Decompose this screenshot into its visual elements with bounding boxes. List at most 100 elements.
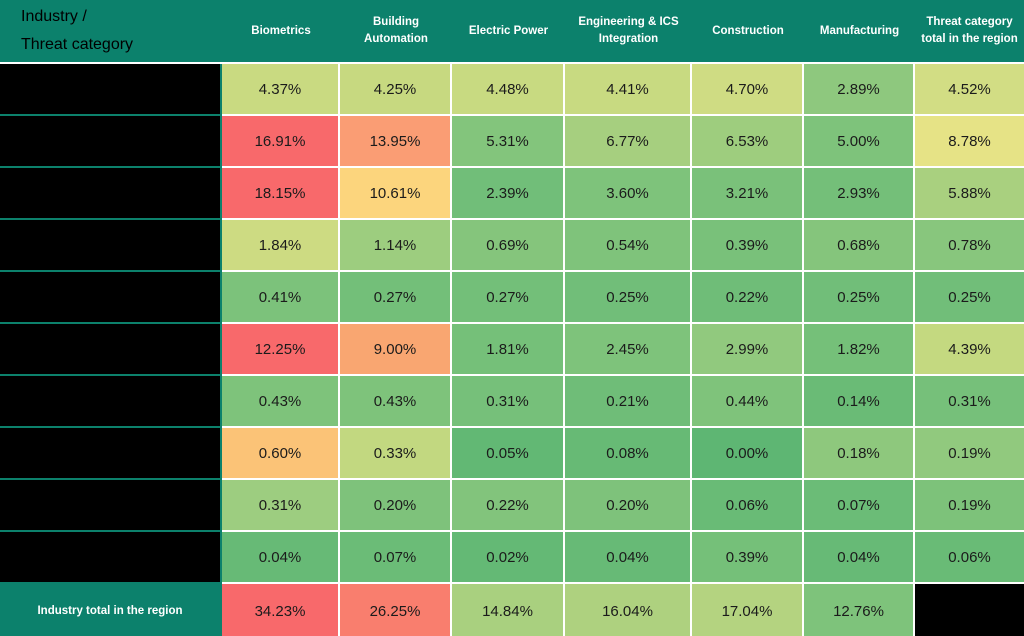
heatmap-cell: 5.00% <box>804 116 915 168</box>
column-header-label: Construction <box>712 24 784 37</box>
heatmap-cell-value: 4.25% <box>373 80 417 98</box>
heatmap-cell-value: 0.68% <box>837 236 880 254</box>
heatmap-cell: 0.07% <box>340 532 452 584</box>
heatmap-cell-value: 4.48% <box>486 80 529 98</box>
heatmap-cell: 0.27% <box>340 272 452 324</box>
heatmap-cell-value: 0.22% <box>725 288 769 306</box>
heatmap-cell: 0.20% <box>565 480 692 532</box>
heatmap-cell: 0.06% <box>692 480 804 532</box>
redacted-row-label <box>0 324 222 376</box>
heatmap-cell: 0.04% <box>222 532 340 584</box>
heatmap-cell-value: 0.54% <box>606 236 649 254</box>
heatmap-cell-value: 0.39% <box>725 548 769 566</box>
table-row: 0.41% 0.27% 0.27% 0.25% 0.22% 0.25% 0.25% <box>0 272 1024 324</box>
redacted-total-cell <box>915 584 1024 636</box>
total-value-text: 16.04% <box>602 602 653 620</box>
heatmap-cell-value: 0.27% <box>486 288 529 306</box>
heatmap-cell-value: 12.25% <box>254 340 306 358</box>
heatmap-cell: 6.53% <box>692 116 804 168</box>
heatmap-cell: 0.20% <box>340 480 452 532</box>
heatmap-cell: 0.78% <box>915 220 1024 272</box>
heatmap-cell-value: 0.19% <box>948 444 991 462</box>
heatmap-cell-value: 0.07% <box>837 496 880 514</box>
heatmap-cell: 2.45% <box>565 324 692 376</box>
heatmap-cell-value: 0.18% <box>837 444 880 462</box>
heatmap-cell: 0.41% <box>222 272 340 324</box>
heatmap-cell-value: 0.31% <box>258 496 302 514</box>
corner-header-line1: Industry / <box>21 8 87 25</box>
heatmap-cell-value: 5.31% <box>486 132 529 150</box>
heatmap-cell-value: 0.31% <box>486 392 529 410</box>
heatmap-cell: 4.41% <box>565 64 692 116</box>
heatmap-cell-value: 0.04% <box>837 548 880 566</box>
heatmap-cell-value: 3.21% <box>725 184 769 202</box>
total-value-cell: 34.23% <box>222 584 340 636</box>
heatmap-cell: 2.39% <box>452 168 565 220</box>
total-value-cell: 17.04% <box>692 584 804 636</box>
table-row: 0.60% 0.33% 0.05% 0.08% 0.00% 0.18% 0.19% <box>0 428 1024 480</box>
heatmap-cell: 9.00% <box>340 324 452 376</box>
heatmap-cell-value: 18.15% <box>254 184 306 202</box>
heatmap-cell-value: 0.31% <box>948 392 991 410</box>
heatmap-cell: 4.39% <box>915 324 1024 376</box>
heatmap-cell: 1.14% <box>340 220 452 272</box>
heatmap-cell-value: 1.81% <box>486 340 529 358</box>
heatmap-cell: 0.43% <box>340 376 452 428</box>
corner-header: Industry / Threat category <box>0 0 222 62</box>
redacted-row-label <box>0 116 222 168</box>
heatmap-cell: 0.22% <box>692 272 804 324</box>
total-value-text: 14.84% <box>482 602 533 620</box>
table-row: 1.84% 1.14% 0.69% 0.54% 0.39% 0.68% 0.78% <box>0 220 1024 272</box>
heatmap-cell: 0.02% <box>452 532 565 584</box>
heatmap-cell-value: 0.04% <box>258 548 302 566</box>
heatmap-cell-value: 2.89% <box>837 80 880 98</box>
table-row: 0.04% 0.07% 0.02% 0.04% 0.39% 0.04% 0.06% <box>0 532 1024 584</box>
heatmap-cell: 0.60% <box>222 428 340 480</box>
total-row: Industry total in the region 34.23% 26.25%… <box>0 584 1024 636</box>
heatmap-cell-value: 0.27% <box>373 288 417 306</box>
heatmap-cell: 13.95% <box>340 116 452 168</box>
heatmap-cell: 0.07% <box>804 480 915 532</box>
heatmap-cell: 2.89% <box>804 64 915 116</box>
heatmap-cell: 0.54% <box>565 220 692 272</box>
heatmap-cell-value: 0.06% <box>948 548 991 566</box>
heatmap-cell-value: 5.00% <box>837 132 880 150</box>
heatmap-cell: 0.25% <box>565 272 692 324</box>
column-header-label: Building Automation <box>364 16 428 45</box>
heatmap-cell: 2.93% <box>804 168 915 220</box>
heatmap-cell: 1.81% <box>452 324 565 376</box>
corner-header-lines: Industry / Threat category <box>21 3 133 59</box>
heatmap-cell: 4.48% <box>452 64 565 116</box>
heatmap-cell: 8.78% <box>915 116 1024 168</box>
heatmap-cell: 6.77% <box>565 116 692 168</box>
heatmap-cell-value: 0.08% <box>606 444 649 462</box>
heatmap-cell: 4.52% <box>915 64 1024 116</box>
heatmap-cell-value: 5.88% <box>948 184 991 202</box>
heatmap-cell: 16.91% <box>222 116 340 168</box>
redacted-row-label <box>0 428 222 480</box>
heatmap-cell-value: 0.04% <box>606 548 649 566</box>
redacted-row-label <box>0 480 222 532</box>
redacted-row-label <box>0 272 222 324</box>
heatmap-cell-value: 9.00% <box>373 340 417 358</box>
heatmap-cell: 0.31% <box>452 376 565 428</box>
heatmap-cell-value: 0.33% <box>373 444 417 462</box>
heatmap-cell-value: 0.20% <box>606 496 649 514</box>
total-value-cell: 26.25% <box>340 584 452 636</box>
heatmap-cell: 0.33% <box>340 428 452 480</box>
heatmap-cell-value: 4.37% <box>258 80 302 98</box>
table-row: 0.43% 0.43% 0.31% 0.21% 0.44% 0.14% 0.31% <box>0 376 1024 428</box>
heatmap-cell-value: 0.22% <box>486 496 529 514</box>
heatmap-cell-value: 13.95% <box>369 132 421 150</box>
heatmap-cell: 3.21% <box>692 168 804 220</box>
heatmap-cell: 5.31% <box>452 116 565 168</box>
total-row-label-text: Industry total in the region <box>37 605 183 617</box>
heatmap-cell-value: 1.84% <box>258 236 302 254</box>
heatmap-cell-value: 8.78% <box>948 132 991 150</box>
heatmap-cell-value: 0.44% <box>725 392 769 410</box>
heatmap-cell-value: 2.99% <box>725 340 769 358</box>
column-header: Construction <box>692 0 804 62</box>
table-row: 18.15% 10.61% 2.39% 3.60% 3.21% 2.93% 5.88% <box>0 168 1024 220</box>
heatmap-cell: 3.60% <box>565 168 692 220</box>
heatmap-cell-value: 0.07% <box>373 548 417 566</box>
